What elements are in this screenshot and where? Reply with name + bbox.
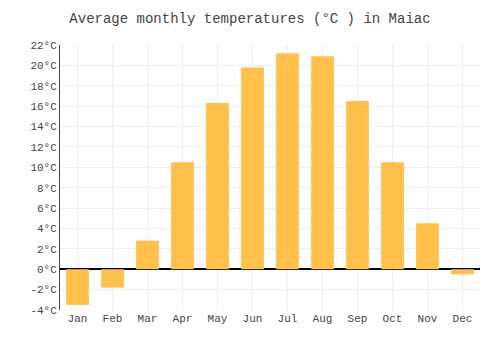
svg-text:Jan: Jan (68, 313, 88, 325)
svg-text:Dec: Dec (453, 313, 473, 325)
svg-text:16°C: 16°C (30, 101, 57, 113)
svg-text:Apr: Apr (173, 313, 193, 325)
svg-text:Mar: Mar (138, 313, 158, 325)
svg-text:May: May (208, 313, 228, 325)
svg-text:12°C: 12°C (30, 142, 57, 154)
svg-text:14°C: 14°C (30, 121, 57, 133)
svg-text:10°C: 10°C (30, 162, 57, 174)
svg-text:Sep: Sep (348, 313, 368, 325)
svg-text:6°C: 6°C (37, 203, 57, 215)
svg-text:Jun: Jun (243, 313, 263, 325)
svg-text:18°C: 18°C (30, 81, 57, 93)
svg-text:Oct: Oct (383, 313, 403, 325)
svg-text:-2°C: -2°C (30, 284, 57, 296)
svg-text:20°C: 20°C (30, 60, 57, 72)
svg-text:Jul: Jul (278, 313, 298, 325)
svg-text:8°C: 8°C (37, 183, 57, 195)
svg-text:4°C: 4°C (37, 223, 57, 235)
svg-text:22°C: 22°C (30, 40, 57, 52)
svg-text:0°C: 0°C (37, 264, 57, 276)
svg-text:Average monthly temperatures (: Average monthly temperatures (°C ) in Ma… (69, 11, 430, 27)
svg-text:-4°C: -4°C (30, 305, 57, 317)
svg-text:Feb: Feb (103, 313, 123, 325)
svg-text:2°C: 2°C (37, 244, 57, 256)
svg-text:Nov: Nov (418, 313, 438, 325)
svg-text:Aug: Aug (313, 313, 333, 325)
